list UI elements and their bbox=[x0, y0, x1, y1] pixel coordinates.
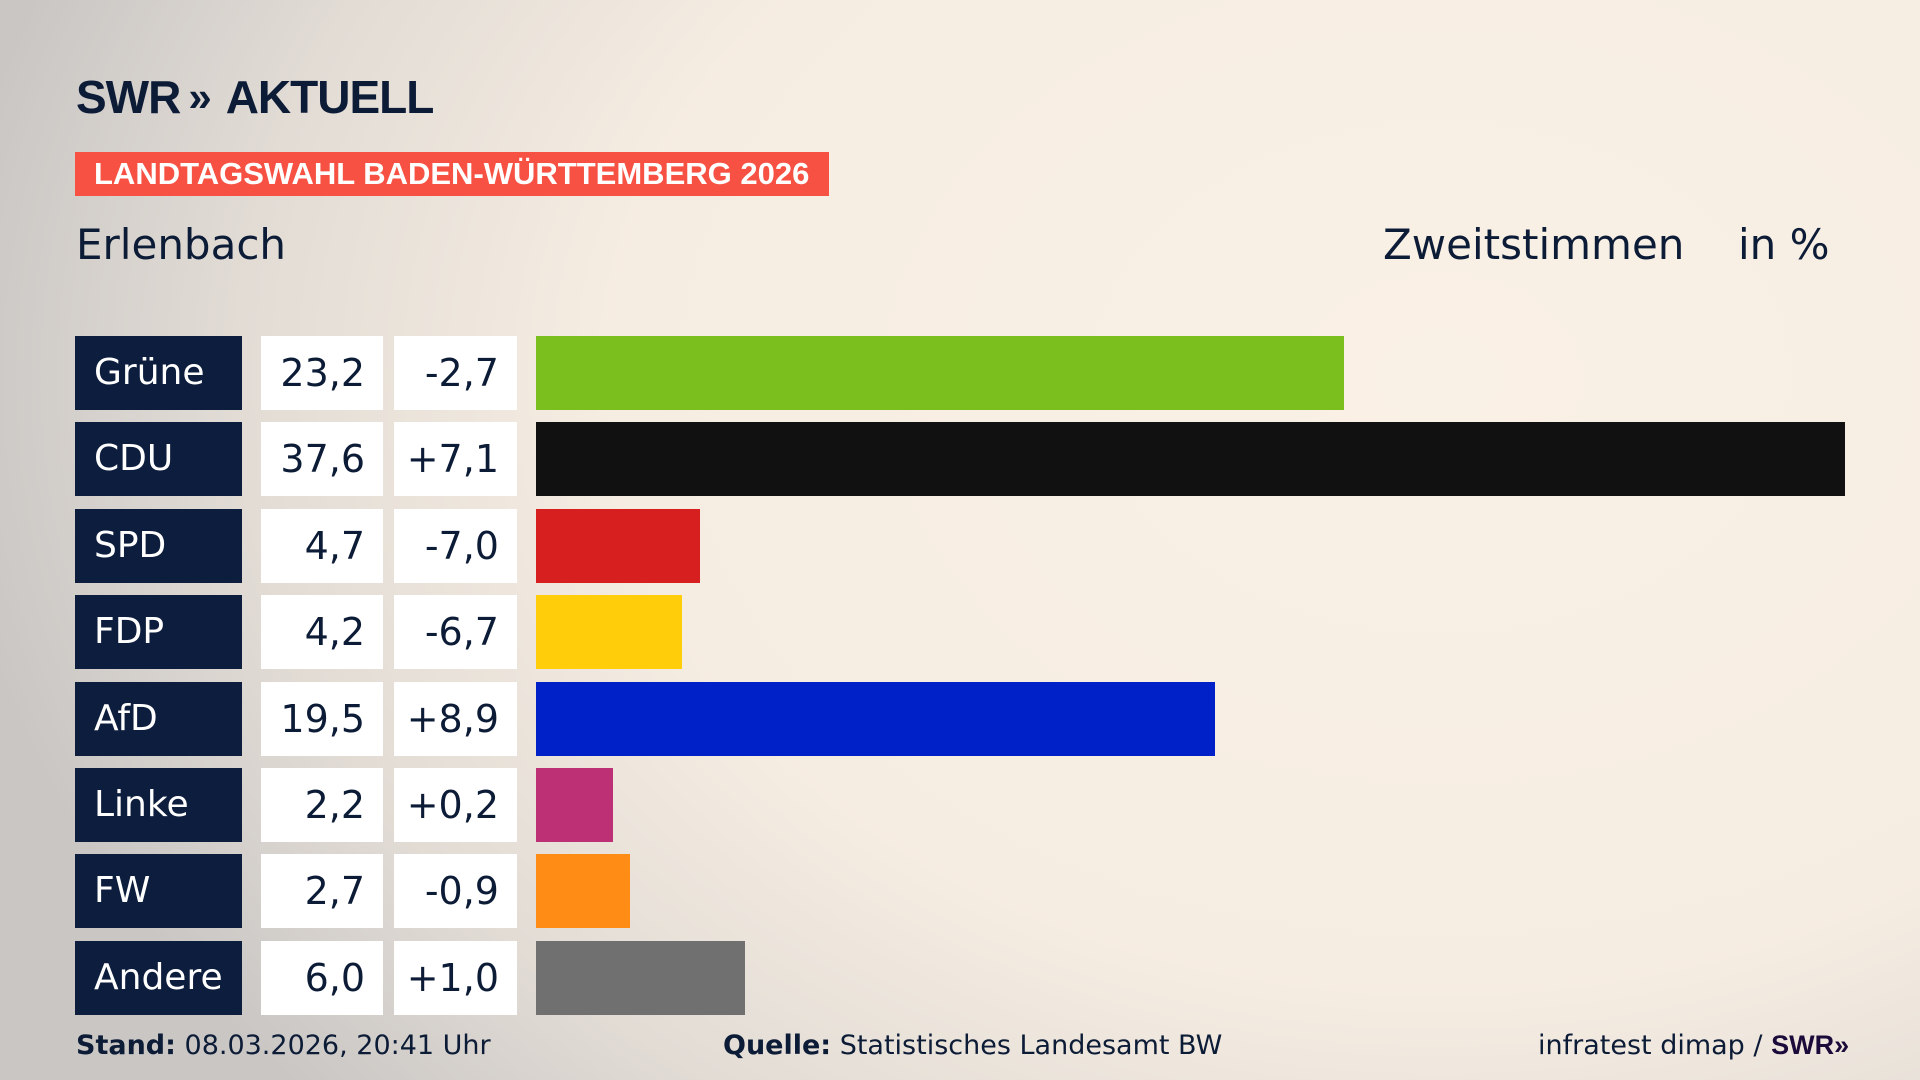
party-label: CDU bbox=[75, 422, 242, 497]
bar bbox=[536, 422, 1845, 497]
source-label: Quelle: bbox=[723, 1030, 832, 1061]
change-label: -6,7 bbox=[394, 595, 517, 670]
bar bbox=[536, 768, 613, 842]
stand-label: Stand: bbox=[76, 1030, 176, 1061]
footer-credit: infratest dimap / SWR» bbox=[1538, 1030, 1849, 1061]
bar bbox=[536, 940, 745, 1015]
change-label: +1,0 bbox=[394, 940, 517, 1015]
party-label: Andere bbox=[75, 940, 242, 1015]
footer-stand: Stand: 08.03.2026, 20:41 Uhr bbox=[76, 1030, 491, 1061]
value-label: 19,5 bbox=[261, 681, 383, 756]
value-label: 37,6 bbox=[261, 422, 383, 497]
stand-value: 08.03.2026, 20:41 Uhr bbox=[184, 1030, 491, 1061]
logo-swr: SWR bbox=[76, 71, 181, 123]
change-label: +0,2 bbox=[394, 768, 517, 842]
change-label: +7,1 bbox=[394, 422, 517, 497]
place-title: Erlenbach bbox=[76, 220, 287, 269]
value-label: 6,0 bbox=[261, 940, 383, 1015]
footer-source: Quelle: Statistisches Landesamt BW bbox=[723, 1030, 1222, 1061]
change-label: -2,7 bbox=[394, 336, 517, 410]
unit-label: in % bbox=[1738, 220, 1830, 269]
party-label: Linke bbox=[75, 768, 242, 842]
bar bbox=[536, 336, 1344, 410]
source-value: Statistisches Landesamt BW bbox=[839, 1030, 1223, 1061]
value-label: 23,2 bbox=[261, 336, 383, 410]
value-label: 2,2 bbox=[261, 768, 383, 842]
bar bbox=[536, 854, 630, 929]
party-label: SPD bbox=[75, 508, 242, 583]
party-label: AfD bbox=[75, 681, 242, 756]
change-label: -7,0 bbox=[394, 508, 517, 583]
vote-type-label: Zweitstimmen bbox=[1383, 220, 1685, 269]
value-label: 4,2 bbox=[261, 595, 383, 670]
party-label: Grüne bbox=[75, 336, 242, 410]
value-label: 4,7 bbox=[261, 508, 383, 583]
swr-small-logo: SWR» bbox=[1771, 1030, 1850, 1060]
chevron-icon: » bbox=[188, 73, 212, 120]
logo-aktuell: AKTUELL bbox=[225, 71, 435, 123]
change-label: -0,9 bbox=[394, 854, 517, 929]
party-label: FW bbox=[75, 854, 242, 929]
change-label: +8,9 bbox=[394, 681, 517, 756]
swr-aktuell-logo: SWR » AKTUELL bbox=[76, 70, 435, 124]
credit-text: infratest dimap / bbox=[1538, 1030, 1772, 1061]
bar bbox=[536, 681, 1215, 756]
election-banner: LANDTAGSWAHL BADEN-WÜRTTEMBERG 2026 bbox=[75, 152, 829, 196]
party-label: FDP bbox=[75, 595, 242, 670]
bar bbox=[536, 508, 700, 583]
bar bbox=[536, 595, 683, 670]
value-label: 2,7 bbox=[261, 854, 383, 929]
